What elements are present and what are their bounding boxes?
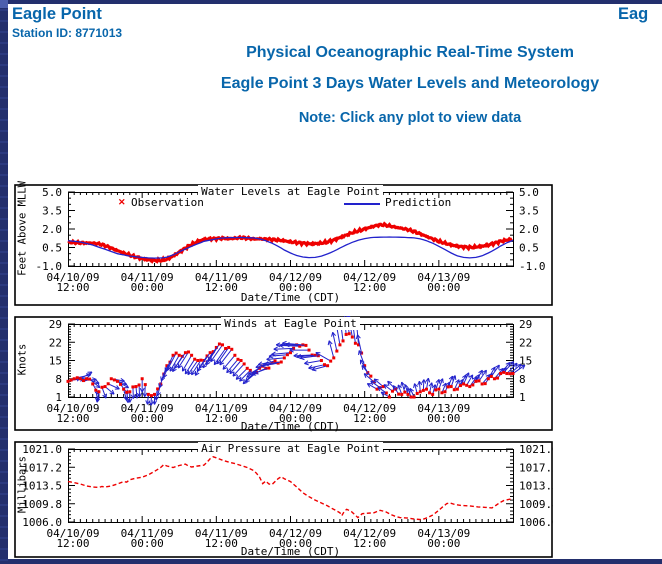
svg-text:04/12/09: 04/12/09 bbox=[343, 402, 396, 415]
svg-text:04/10/09: 04/10/09 bbox=[47, 527, 100, 540]
svg-text:0.5: 0.5 bbox=[519, 242, 539, 255]
svg-text:04/10/09: 04/10/09 bbox=[47, 402, 100, 415]
svg-text:8: 8 bbox=[519, 373, 526, 386]
svg-text:22: 22 bbox=[519, 336, 532, 349]
water-levels-y-axis-label: Feet Above MLLW bbox=[16, 181, 29, 276]
svg-text:12:00: 12:00 bbox=[56, 412, 89, 425]
svg-text:12:00: 12:00 bbox=[353, 537, 386, 550]
water-levels-plot-title: Water Levels at Eagle Point bbox=[68, 185, 513, 198]
svg-text:12:00: 12:00 bbox=[56, 281, 89, 294]
svg-text:12:00: 12:00 bbox=[205, 412, 238, 425]
water-levels-chart-canvas: 5.0 5.03.5 3.52.0 2.00.5 0.5-1.0 -1.004/10/09… bbox=[14, 184, 553, 306]
svg-text:1: 1 bbox=[519, 391, 526, 404]
svg-text:12:00: 12:00 bbox=[353, 281, 386, 294]
svg-text:00:00: 00:00 bbox=[427, 281, 460, 294]
svg-text:1021.0: 1021.0 bbox=[519, 443, 553, 456]
svg-text:00:00: 00:00 bbox=[279, 412, 312, 425]
svg-text:00:00: 00:00 bbox=[427, 412, 460, 425]
page-title: Eagle Point 3 Days Water Levels and Mete… bbox=[220, 75, 600, 92]
note-text: Note: Click any plot to view data bbox=[298, 110, 522, 126]
svg-text:04/11/09: 04/11/09 bbox=[195, 402, 248, 415]
observation-legend-label: Observation bbox=[131, 196, 204, 209]
svg-text:1009.8: 1009.8 bbox=[22, 498, 62, 511]
svg-text:12:00: 12:00 bbox=[205, 537, 238, 550]
observation-marker-icon: ✕ bbox=[118, 197, 126, 207]
winds-plot[interactable]: 29 29 22 22 15 15 8 8 1 1 04/10/09 12:00 04/11/09 00:… bbox=[14, 316, 553, 433]
svg-text:29: 29 bbox=[49, 318, 62, 331]
svg-text:00:00: 00:00 bbox=[131, 412, 164, 425]
svg-text:1021.0: 1021.0 bbox=[22, 443, 62, 456]
svg-text:00:00: 00:00 bbox=[279, 537, 312, 550]
svg-text:04/11/09: 04/11/09 bbox=[121, 527, 174, 540]
svg-text:1: 1 bbox=[55, 391, 62, 404]
winds-y-axis-label: Knots bbox=[16, 343, 29, 376]
winds-plot-title: Winds at Eagle Point bbox=[68, 317, 513, 330]
svg-text:04/12/09: 04/12/09 bbox=[269, 271, 322, 284]
svg-text:2.0: 2.0 bbox=[42, 223, 62, 236]
svg-text:04/12/09: 04/12/09 bbox=[343, 527, 396, 540]
svg-text:1017.2: 1017.2 bbox=[22, 461, 62, 474]
air-pressure-plot-title: Air Pressure at Eagle Point bbox=[68, 442, 513, 455]
station-id: Station ID: 8771013 bbox=[12, 26, 123, 40]
svg-text:8: 8 bbox=[55, 373, 62, 386]
svg-text:1006.0: 1006.0 bbox=[519, 516, 553, 529]
svg-text:3.5: 3.5 bbox=[519, 205, 539, 218]
svg-text:12:00: 12:00 bbox=[56, 537, 89, 550]
svg-text:04/11/09: 04/11/09 bbox=[121, 271, 174, 284]
air-pressure-chart-canvas: 1021.0 1021.0 1017.2 1017.2 1013.5 1013.5 1009… bbox=[14, 441, 553, 558]
svg-text:04/12/09: 04/12/09 bbox=[269, 402, 322, 415]
svg-text:04/10/09: 04/10/09 bbox=[47, 271, 100, 284]
top-right-clipped-text: Eag bbox=[618, 5, 649, 23]
winds-x-axis-label: Date/Time (CDT) bbox=[240, 420, 341, 433]
svg-text:04/13/09: 04/13/09 bbox=[417, 271, 470, 284]
plot-axes-box bbox=[68, 449, 514, 523]
water-levels-x-axis-label: Date/Time (CDT) bbox=[240, 291, 341, 304]
svg-text:5.0: 5.0 bbox=[519, 186, 539, 199]
svg-text:04/12/09: 04/12/09 bbox=[269, 527, 322, 540]
svg-text:1013.5: 1013.5 bbox=[519, 480, 553, 493]
station-name: Eagle Point bbox=[12, 5, 102, 23]
svg-text:-1.0: -1.0 bbox=[36, 260, 63, 273]
water-levels-plot[interactable]: 5.0 5.0 3.5 3.5 2.0 2.0 0.5 0.5 -1.0 -1.0 04/10/09… bbox=[14, 181, 553, 306]
svg-text:04/11/09: 04/11/09 bbox=[195, 271, 248, 284]
svg-text:00:00: 00:00 bbox=[427, 537, 460, 550]
svg-text:1013.5: 1013.5 bbox=[22, 480, 62, 493]
air-pressure-x-axis-label: Date/Time (CDT) bbox=[240, 545, 341, 558]
svg-text:15: 15 bbox=[519, 355, 532, 368]
prediction-legend-label: Prediction bbox=[385, 196, 452, 209]
svg-text:04/13/09: 04/13/09 bbox=[417, 527, 470, 540]
left-border-stripe bbox=[0, 0, 8, 564]
svg-text:15: 15 bbox=[49, 355, 62, 368]
svg-text:12:00: 12:00 bbox=[353, 412, 386, 425]
svg-text:00:00: 00:00 bbox=[131, 537, 164, 550]
air-pressure-y-axis-label: Millibars bbox=[16, 456, 29, 513]
svg-text:3.5: 3.5 bbox=[42, 205, 62, 218]
svg-text:1006.0: 1006.0 bbox=[22, 516, 62, 529]
svg-text:04/11/09: 04/11/09 bbox=[121, 402, 174, 415]
svg-text:5.0: 5.0 bbox=[42, 186, 62, 199]
bottom-border bbox=[0, 559, 662, 564]
svg-text:00:00: 00:00 bbox=[131, 281, 164, 294]
air-pressure-plot[interactable]: 1021.0 1021.0 1017.2 1017.2 1013.5 1013.5 1009… bbox=[14, 441, 553, 558]
svg-text:22: 22 bbox=[49, 336, 62, 349]
svg-text:1009.8: 1009.8 bbox=[519, 498, 553, 511]
svg-text:00:00: 00:00 bbox=[279, 281, 312, 294]
svg-text:12:00: 12:00 bbox=[205, 281, 238, 294]
corner-square bbox=[0, 0, 8, 8]
svg-text:2.0: 2.0 bbox=[519, 223, 539, 236]
svg-text:-1.0: -1.0 bbox=[519, 260, 546, 273]
top-border bbox=[0, 0, 662, 4]
svg-text:1017.2: 1017.2 bbox=[519, 461, 553, 474]
svg-text:0.5: 0.5 bbox=[42, 242, 62, 255]
prediction-line-sample bbox=[344, 203, 380, 205]
system-title: Physical Oceanographic Real-Time System bbox=[246, 44, 574, 61]
svg-text:29: 29 bbox=[519, 318, 532, 331]
svg-text:04/12/09: 04/12/09 bbox=[343, 271, 396, 284]
svg-text:04/13/09: 04/13/09 bbox=[417, 402, 470, 415]
svg-text:04/11/09: 04/11/09 bbox=[195, 527, 248, 540]
